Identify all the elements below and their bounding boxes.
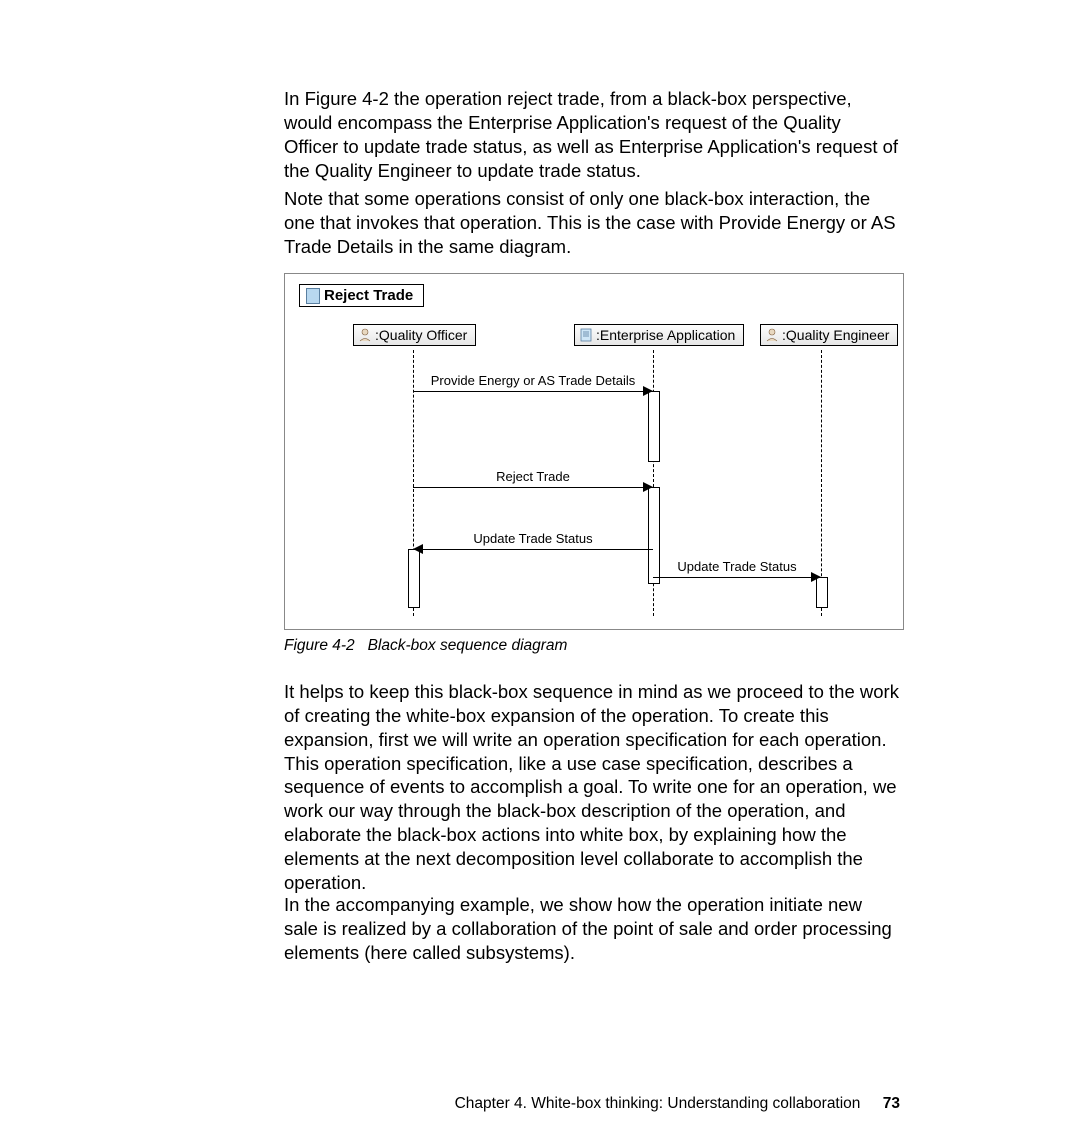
page-icon	[579, 328, 593, 342]
lifeline-head-qe: :Quality Engineer	[760, 324, 898, 346]
message-line	[413, 549, 653, 550]
paragraph-3: It helps to keep this black-box sequence…	[284, 680, 900, 895]
page-icon	[306, 288, 320, 304]
lifeline-head-qo: :Quality Officer	[353, 324, 476, 346]
lifeline-label: :Quality Engineer	[782, 327, 889, 343]
arrowhead-icon	[811, 572, 821, 582]
message-line	[653, 577, 821, 578]
activation-ea	[648, 391, 660, 462]
footer-page-number: 73	[883, 1095, 900, 1112]
message-label: Reject Trade	[496, 469, 570, 484]
paragraph-2: Note that some operations consist of onl…	[284, 187, 900, 259]
arrowhead-icon	[413, 544, 423, 554]
lifeline-label: :Quality Officer	[375, 327, 467, 343]
diagram-title-text: Reject Trade	[324, 287, 413, 304]
figure-caption-prefix: Figure 4-2	[284, 637, 355, 654]
message-line	[413, 391, 653, 392]
page-footer: Chapter 4. White-box thinking: Understan…	[0, 1095, 900, 1113]
footer-chapter: Chapter 4. White-box thinking: Understan…	[455, 1095, 861, 1112]
activation-ea	[648, 487, 660, 584]
person-icon	[358, 328, 372, 342]
figure-caption: Figure 4-2 Black-box sequence diagram	[284, 637, 567, 655]
figure-caption-text: Black-box sequence diagram	[368, 637, 568, 654]
lifeline-label: :Enterprise Application	[596, 327, 735, 343]
arrowhead-icon	[643, 386, 653, 396]
message-label: Update Trade Status	[473, 531, 592, 546]
message-label: Update Trade Status	[677, 559, 796, 574]
diagram-title-tab: Reject Trade	[299, 284, 424, 307]
figure-sequence-diagram: Reject Trade :Quality Officer :Enterprise …	[284, 273, 904, 630]
document-page: In Figure 4-2 the operation reject trade…	[0, 0, 1080, 1143]
arrowhead-icon	[643, 482, 653, 492]
message-label: Provide Energy or AS Trade Details	[431, 373, 636, 388]
message-line	[413, 487, 653, 488]
person-icon	[765, 328, 779, 342]
paragraph-4: In the accompanying example, we show how…	[284, 893, 900, 965]
activation-qo	[408, 549, 420, 608]
paragraph-1: In Figure 4-2 the operation reject trade…	[284, 87, 900, 182]
lifeline-head-ea: :Enterprise Application	[574, 324, 744, 346]
